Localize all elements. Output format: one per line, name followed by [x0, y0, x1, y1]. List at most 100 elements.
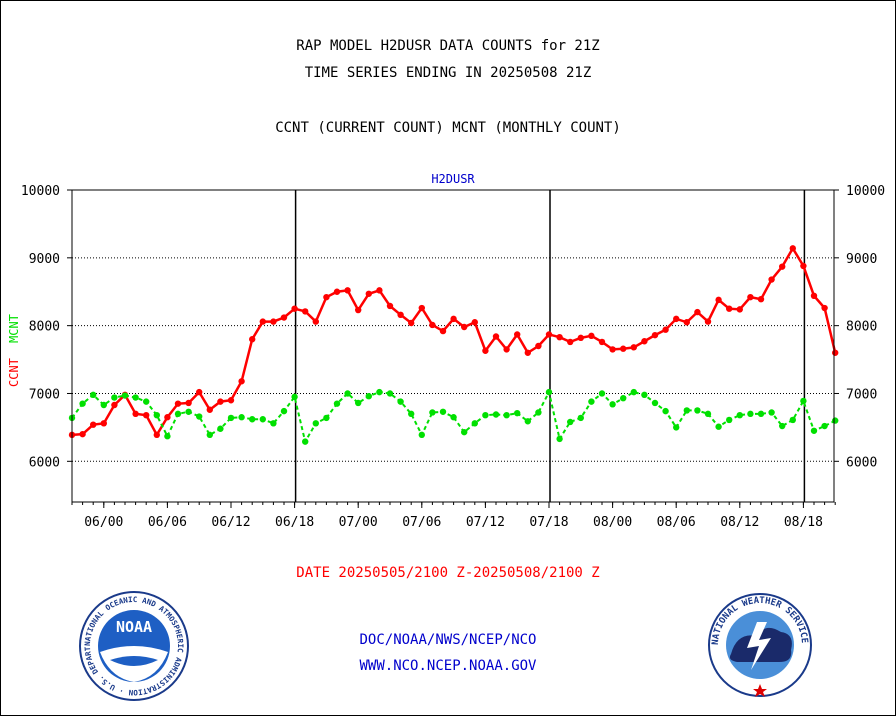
- data-point-ccnt: [90, 421, 97, 428]
- data-point-mcnt: [259, 416, 266, 423]
- data-point-ccnt: [620, 345, 627, 352]
- data-point-mcnt: [376, 388, 383, 396]
- data-point-mcnt: [683, 407, 690, 414]
- data-point-mcnt: [323, 414, 330, 422]
- x-tick-label: 07/06: [402, 515, 441, 530]
- x-tick-label: 08/12: [720, 515, 759, 530]
- data-point-ccnt: [673, 315, 680, 323]
- data-point-mcnt: [673, 424, 680, 431]
- data-point-ccnt: [757, 296, 765, 303]
- data-point-mcnt: [450, 414, 457, 421]
- x-tick-label: 06/12: [211, 515, 250, 530]
- data-point-ccnt: [217, 398, 224, 405]
- data-point-ccnt: [365, 290, 372, 297]
- data-point-mcnt: [482, 411, 489, 419]
- data-point-mcnt: [471, 420, 478, 427]
- data-point-ccnt: [259, 318, 266, 325]
- data-point-mcnt: [132, 394, 139, 401]
- y-tick-label-right: 7000: [846, 387, 877, 402]
- data-point-ccnt: [312, 318, 319, 325]
- data-point-ccnt: [196, 388, 203, 396]
- data-point-mcnt: [704, 410, 712, 418]
- data-point-ccnt: [715, 296, 722, 304]
- data-point-mcnt: [567, 418, 574, 426]
- data-point-ccnt: [429, 321, 436, 329]
- y-tick-label-left: 9000: [29, 252, 60, 267]
- data-point-ccnt: [227, 397, 235, 404]
- data-point-ccnt: [503, 346, 510, 353]
- data-point-mcnt: [344, 390, 351, 397]
- data-point-ccnt: [747, 293, 754, 301]
- x-tick-label: 08/06: [657, 515, 696, 530]
- data-point-mcnt: [386, 390, 394, 397]
- data-point-mcnt: [249, 416, 256, 423]
- data-point-ccnt: [386, 302, 394, 310]
- data-point-mcnt: [121, 392, 129, 399]
- data-point-mcnt: [418, 431, 425, 439]
- data-point-mcnt: [174, 410, 182, 418]
- data-point-ccnt: [514, 331, 521, 338]
- data-point-mcnt: [789, 416, 796, 424]
- ylabel-ccnt: CCNT: [7, 358, 21, 387]
- data-point-ccnt: [641, 338, 648, 345]
- data-point-mcnt: [577, 414, 584, 422]
- org-label: DOC/NOAA/NWS/NCEP/NCO: [359, 632, 537, 648]
- data-point-mcnt: [333, 400, 341, 407]
- y-tick-label-left: 8000: [29, 320, 60, 335]
- data-point-ccnt: [280, 314, 288, 321]
- data-point-mcnt: [524, 418, 531, 425]
- x-tick-label: 08/18: [784, 515, 823, 530]
- chart-title-line3: CCNT (CURRENT COUNT) MCNT (MONTHLY COUNT…: [275, 120, 621, 136]
- data-point-mcnt: [588, 398, 595, 405]
- data-point-mcnt: [726, 416, 733, 424]
- data-point-mcnt: [503, 411, 510, 419]
- data-point-ccnt: [164, 414, 171, 421]
- data-point-ccnt: [535, 342, 542, 350]
- url-link[interactable]: WWW.NCO.NCEP.NOAA.GOV: [359, 658, 537, 674]
- data-point-ccnt: [450, 315, 457, 323]
- data-point-mcnt: [270, 420, 277, 427]
- data-point-mcnt: [291, 393, 298, 401]
- x-tick-label: 07/12: [466, 515, 505, 530]
- x-tick-label: 07/18: [529, 515, 568, 530]
- noaa-logo: NATIONAL OCEANIC AND ATMOSPHERIC ADMINIS…: [78, 590, 189, 701]
- data-point-ccnt: [779, 263, 786, 270]
- data-point-ccnt: [408, 319, 415, 327]
- data-point-ccnt: [79, 430, 86, 438]
- data-point-mcnt: [620, 395, 627, 402]
- data-point-mcnt: [111, 394, 118, 401]
- data-point-ccnt: [726, 305, 733, 312]
- data-point-ccnt: [577, 334, 584, 342]
- data-point-ccnt: [704, 318, 712, 325]
- data-point-ccnt: [789, 245, 796, 252]
- data-point-ccnt: [545, 331, 553, 338]
- x-tick-label: 07/00: [339, 515, 378, 530]
- data-point-mcnt: [217, 425, 224, 432]
- data-point-mcnt: [238, 414, 245, 421]
- data-point-ccnt: [418, 304, 425, 312]
- data-point-mcnt: [206, 431, 213, 439]
- data-point-mcnt: [715, 423, 722, 430]
- data-point-ccnt: [439, 327, 447, 335]
- chart-inner-title: H2DUSR: [431, 172, 475, 186]
- axis-layer: 6000 6000 7000 7000 8000 8000 9000 9000 10000 100…: [7, 172, 885, 530]
- data-point-ccnt: [832, 349, 839, 356]
- data-point-mcnt: [779, 422, 786, 430]
- data-point-ccnt: [694, 308, 701, 316]
- date-range-label: DATE 20250505/2100 Z-20250508/2100 Z: [296, 565, 600, 581]
- data-point-ccnt: [821, 304, 828, 312]
- data-point-ccnt: [598, 338, 606, 346]
- data-point-ccnt: [588, 332, 595, 340]
- data-point-ccnt: [333, 288, 341, 295]
- data-point-mcnt: [143, 398, 150, 405]
- plot-frame: [71, 189, 835, 503]
- nws-logo: NATIONAL WEATHER SERVICE: [708, 593, 812, 697]
- data-point-ccnt: [609, 346, 616, 353]
- data-point-mcnt: [662, 407, 669, 415]
- series-line-ccnt: [71, 245, 837, 438]
- data-point-ccnt: [397, 311, 404, 318]
- data-point-mcnt: [609, 401, 616, 408]
- x-tick-label: 06/06: [148, 515, 187, 530]
- chart-title-line1: RAP MODEL H2DUSR DATA COUNTS for 21Z: [296, 38, 600, 54]
- data-point-ccnt: [323, 293, 330, 301]
